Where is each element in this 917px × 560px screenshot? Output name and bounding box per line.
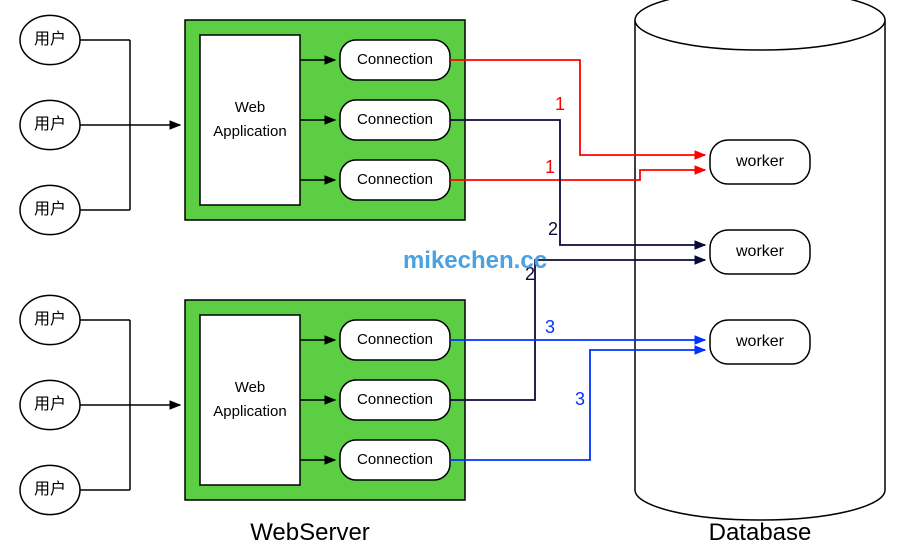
user-node-4: 用户 — [20, 380, 80, 429]
connection-node-1: Connection — [340, 100, 450, 140]
worker-node-0: worker — [710, 140, 810, 184]
edge-1-0: 1 — [450, 60, 705, 159]
edge-number: 2 — [548, 219, 558, 239]
web-application-label-2: Application — [213, 123, 286, 140]
connection-label: Connection — [357, 171, 433, 188]
user-node-0: 用户 — [20, 15, 80, 64]
connection-node-2: Connection — [340, 160, 450, 200]
connection-label: Connection — [357, 391, 433, 408]
edge-number: 3 — [575, 389, 585, 409]
web-application-label-1: Web — [235, 99, 266, 116]
worker-label: worker — [735, 333, 785, 350]
worker-node-2: worker — [710, 320, 810, 364]
worker-label: worker — [735, 153, 785, 170]
connection-node-4: Connection — [340, 380, 450, 420]
user-node-2: 用户 — [20, 185, 80, 234]
user-node-5: 用户 — [20, 465, 80, 514]
connection-node-0: Connection — [340, 40, 450, 80]
worker-label: worker — [735, 243, 785, 260]
user-label: 用户 — [34, 30, 66, 48]
edge-2-3: 2 — [450, 256, 705, 400]
web-application-label-1: Web — [235, 379, 266, 396]
user-label: 用户 — [34, 480, 66, 498]
watermark-text: mikechen.cc — [403, 247, 547, 274]
edge-3-4: 3 — [450, 317, 705, 344]
user-bus-bottom — [80, 320, 180, 490]
edge-number: 3 — [545, 317, 555, 337]
web-application-1: Web Application — [200, 315, 300, 485]
user-label: 用户 — [34, 395, 66, 413]
webserver-caption: WebServer — [250, 519, 370, 546]
user-label: 用户 — [34, 310, 66, 328]
user-node-3: 用户 — [20, 295, 80, 344]
connection-label: Connection — [357, 111, 433, 128]
connection-label: Connection — [357, 51, 433, 68]
user-label: 用户 — [34, 200, 66, 218]
edge-2-2: 2 — [450, 120, 705, 249]
connection-label: Connection — [357, 451, 433, 468]
user-bus-top — [80, 40, 180, 210]
edge-number: 1 — [545, 157, 555, 177]
connection-node-3: Connection — [340, 320, 450, 360]
web-application-0: Web Application — [200, 35, 300, 205]
edge-number: 1 — [555, 94, 565, 114]
user-label: 用户 — [34, 115, 66, 133]
web-application-label-2: Application — [213, 403, 286, 420]
edge-3-5: 3 — [450, 346, 705, 460]
worker-node-1: worker — [710, 230, 810, 274]
database-caption: Database — [709, 519, 812, 546]
user-node-1: 用户 — [20, 100, 80, 149]
connection-node-5: Connection — [340, 440, 450, 480]
edge-1-1: 1 — [450, 157, 705, 180]
connection-label: Connection — [357, 331, 433, 348]
